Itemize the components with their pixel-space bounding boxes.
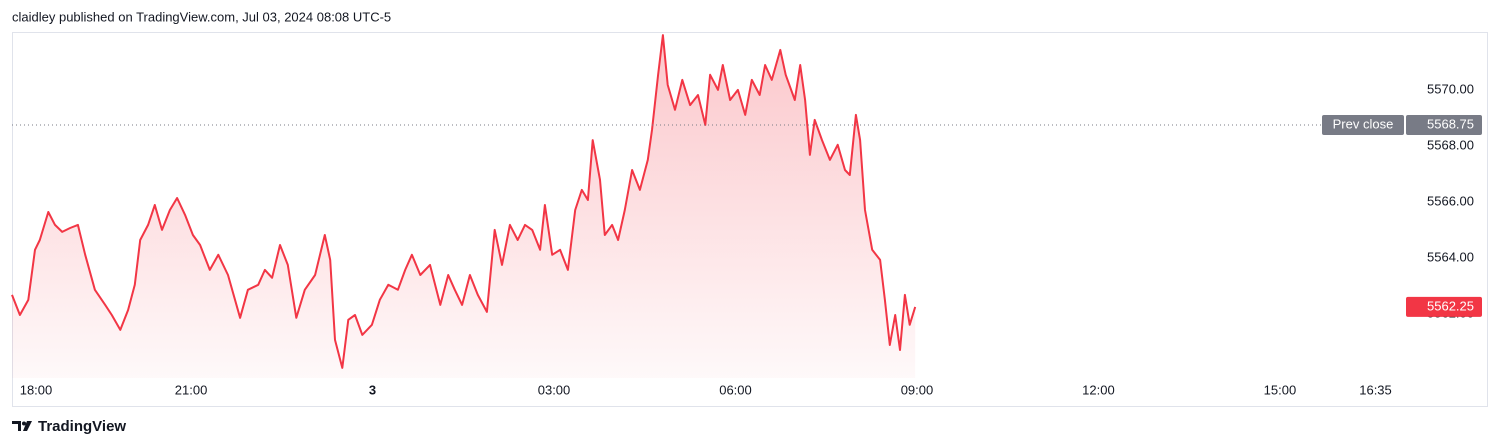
y-tick-label: 5566.00 xyxy=(1427,193,1474,208)
last-price-tag xyxy=(1406,296,1482,317)
header: claidley published on TradingView.com, J… xyxy=(12,9,391,24)
price-line xyxy=(11,34,917,369)
x-tick-label: 15:00 xyxy=(1264,382,1297,397)
prev-close-price: 5568.75 xyxy=(1427,116,1474,131)
x-tick-label: 09:00 xyxy=(901,382,934,397)
x-tick-label: 3 xyxy=(369,382,376,397)
x-tick-label: 03:00 xyxy=(538,382,571,397)
y-tick-label: 5568.00 xyxy=(1427,137,1474,152)
last-price: 5562.25 xyxy=(1427,298,1474,313)
x-tick-label: 12:00 xyxy=(1082,382,1115,397)
y-tick-label: 5564.00 xyxy=(1427,249,1474,264)
x-tick-label: 21:00 xyxy=(175,382,208,397)
y-tick-label: 5570.00 xyxy=(1427,81,1474,96)
prev-close-price-tag xyxy=(1406,114,1482,135)
frame xyxy=(12,32,1488,407)
x-tick-label: 16:35 xyxy=(1359,382,1392,397)
x-tick-label: 06:00 xyxy=(719,382,752,397)
area-fill xyxy=(12,35,916,378)
x-tick-label: 18:00 xyxy=(20,382,53,397)
prev-close-tag-text: Prev close xyxy=(1333,116,1394,131)
logo xyxy=(12,421,32,431)
prev-close-tag xyxy=(1322,114,1404,135)
footer-logo-text: TradingView xyxy=(38,418,126,435)
